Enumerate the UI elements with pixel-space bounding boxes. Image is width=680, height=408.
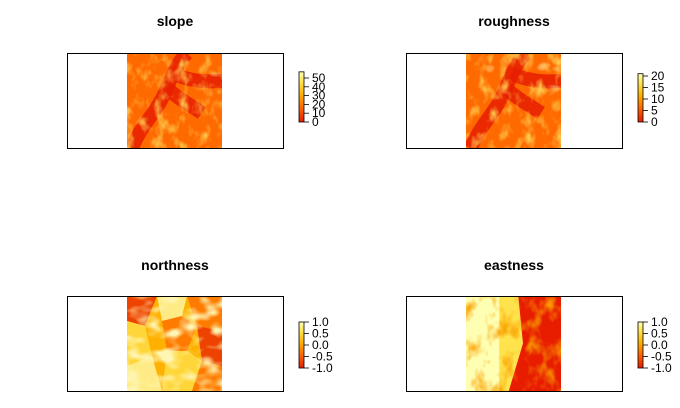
roughness-title: roughness bbox=[478, 13, 550, 29]
northness-legend-tick-label: -1.0 bbox=[312, 361, 333, 375]
eastness-legend-tick-label: -0.5 bbox=[651, 350, 672, 364]
roughness-raster bbox=[466, 53, 561, 148]
eastness-raster bbox=[466, 296, 561, 391]
northness-panel: northness 1.00.50.0-0.5-1.0 bbox=[67, 257, 333, 392]
slope-title: slope bbox=[157, 13, 194, 29]
eastness-legend-colorbar bbox=[637, 321, 644, 369]
slope-legend-tick-label: 50 bbox=[312, 71, 326, 85]
northness-legend-colorbar bbox=[298, 321, 305, 369]
slope-plot-frame bbox=[67, 53, 284, 149]
slope-legend-tick-label: 20 bbox=[312, 97, 326, 111]
northness-legend-tick-label: 0.0 bbox=[312, 338, 329, 352]
northness-legend-tick-label: -0.5 bbox=[312, 350, 333, 364]
eastness-legend-tick-label: 0.0 bbox=[651, 338, 668, 352]
northness-legend: 1.00.50.0-0.5-1.0 bbox=[298, 315, 333, 375]
eastness-legend-tick-label: 1.0 bbox=[651, 315, 668, 329]
slope-legend-tick-label: 40 bbox=[312, 80, 326, 94]
eastness-legend-tick-label: 0.5 bbox=[651, 327, 668, 341]
slope-legend-tick-label: 30 bbox=[312, 89, 326, 103]
northness-legend-tick-label: 1.0 bbox=[312, 315, 329, 329]
northness-title: northness bbox=[141, 257, 209, 273]
northness-plot-frame bbox=[67, 296, 284, 392]
eastness-title: eastness bbox=[484, 257, 544, 273]
roughness-legend-tick-label: 20 bbox=[651, 69, 665, 83]
roughness-legend-tick-label: 10 bbox=[651, 92, 665, 106]
roughness-plot-frame bbox=[406, 53, 623, 149]
slope-legend-colorbar bbox=[298, 71, 305, 123]
northness-raster bbox=[127, 296, 222, 391]
slope-legend-tick-label: 0 bbox=[312, 115, 319, 129]
eastness-panel: eastness 1.00.50.0-0.5-1.0 bbox=[406, 257, 672, 392]
eastness-legend-tick-label: -1.0 bbox=[651, 361, 672, 375]
slope-legend-tick-label: 10 bbox=[312, 106, 326, 120]
eastness-legend: 1.00.50.0-0.5-1.0 bbox=[637, 315, 672, 375]
northness-legend-tick-label: 0.5 bbox=[312, 327, 329, 341]
eastness-plot-frame bbox=[406, 296, 623, 392]
slope-raster bbox=[127, 53, 222, 148]
roughness-legend-colorbar bbox=[637, 73, 644, 123]
roughness-legend-tick-label: 15 bbox=[651, 81, 665, 95]
roughness-legend-tick-label: 0 bbox=[651, 115, 658, 129]
roughness-legend-tick-label: 5 bbox=[651, 104, 658, 118]
